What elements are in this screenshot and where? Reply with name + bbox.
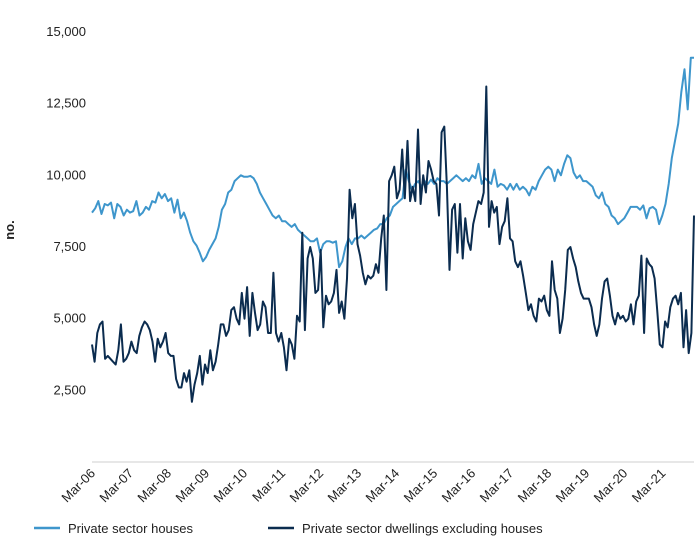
x-tick-label: Mar-15 — [401, 466, 441, 506]
x-tick-label: Mar-17 — [477, 466, 517, 506]
x-tick-label: Mar-10 — [210, 466, 250, 506]
legend-label-dwellings: Private sector dwellings excluding house… — [302, 521, 543, 536]
x-tick-label: Mar-20 — [591, 466, 631, 506]
series-line-houses — [91, 56, 694, 269]
legend-item-houses: Private sector houses — [34, 521, 194, 536]
x-tick-label: Mar-12 — [287, 466, 327, 506]
x-tick-label: Mar-06 — [58, 466, 98, 506]
x-tick-label: Mar-14 — [363, 466, 403, 506]
series-layer — [91, 56, 695, 403]
x-tick-label: Mar-19 — [553, 466, 593, 506]
x-tick-label: Mar-16 — [439, 466, 479, 506]
y-tick-label: 12,500 — [46, 96, 86, 111]
y-axis-title: no. — [2, 220, 17, 240]
x-tick-label: Mar-08 — [134, 466, 174, 506]
x-tick-label: Mar-18 — [515, 466, 555, 506]
x-tick-label: Mar-07 — [96, 466, 136, 506]
legend-item-dwellings: Private sector dwellings excluding house… — [268, 521, 543, 536]
series-line-dwellings — [91, 85, 695, 403]
x-axis-ticks: Mar-06Mar-07Mar-08Mar-09Mar-10Mar-11Mar-… — [58, 466, 668, 506]
y-axis-ticks: 2,500 5,000 7,500 10,000 12,500 15,000 — [46, 24, 86, 397]
x-tick-label: Mar-09 — [172, 466, 212, 506]
y-tick-label: 5,000 — [53, 311, 86, 326]
x-tick-label: Mar-13 — [325, 466, 365, 506]
legend-label-houses: Private sector houses — [68, 521, 194, 536]
x-tick-label: Mar-21 — [629, 466, 669, 506]
legend: Private sector houses Private sector dwe… — [34, 521, 543, 536]
y-tick-label: 10,000 — [46, 167, 86, 182]
y-tick-label: 15,000 — [46, 24, 86, 39]
y-tick-label: 2,500 — [53, 382, 86, 397]
x-tick-label: Mar-11 — [249, 466, 288, 505]
y-tick-label: 7,500 — [53, 239, 86, 254]
